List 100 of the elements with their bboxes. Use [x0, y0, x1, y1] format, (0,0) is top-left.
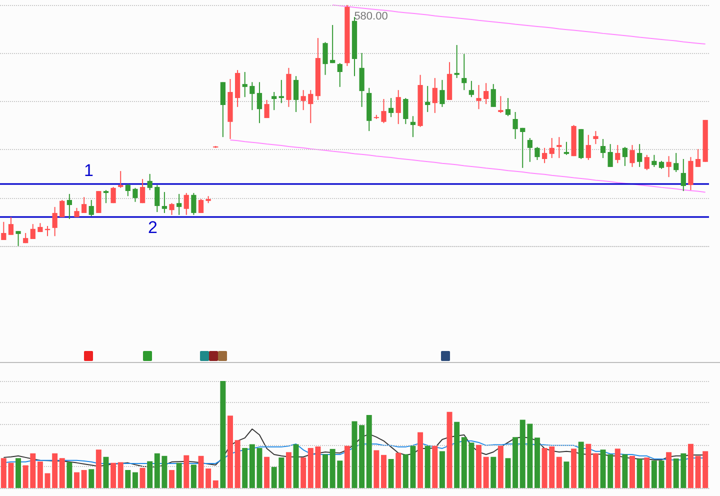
candlestick	[593, 130, 598, 145]
candlestick	[16, 230, 21, 246]
bar	[446, 412, 452, 488]
bar	[498, 446, 504, 488]
candlestick	[615, 144, 620, 164]
bar	[103, 456, 109, 488]
bar	[74, 472, 80, 488]
candlestick	[608, 144, 613, 168]
bar	[622, 454, 628, 488]
candlestick	[272, 92, 277, 111]
candlestick	[490, 84, 496, 108]
candlestick	[30, 224, 36, 240]
bar	[586, 444, 592, 488]
candlestick	[440, 79, 445, 108]
bar	[396, 452, 402, 488]
candlestick	[512, 112, 518, 140]
bar	[190, 464, 196, 488]
candlestick	[337, 62, 342, 88]
candlestick	[630, 144, 635, 168]
candlestick	[278, 79, 284, 104]
candlestick	[132, 187, 138, 202]
bar	[81, 470, 87, 488]
bar	[564, 462, 570, 488]
candlestick	[330, 24, 336, 64]
candlestick	[462, 53, 467, 91]
bar	[388, 459, 394, 488]
bar	[490, 456, 496, 488]
bar	[228, 416, 233, 488]
candlestick	[644, 154, 650, 171]
bar	[59, 458, 65, 488]
bar	[198, 456, 204, 488]
bar	[66, 462, 72, 488]
candlestick	[556, 136, 562, 159]
bar	[483, 456, 489, 488]
bar	[264, 456, 270, 488]
candlestick	[191, 192, 196, 216]
candlestick	[476, 84, 482, 110]
candlestick	[542, 147, 548, 164]
candlestick	[52, 206, 58, 237]
candlestick	[88, 199, 94, 217]
candlestick	[264, 99, 270, 119]
candlestick	[695, 148, 701, 168]
bar	[184, 455, 190, 488]
candlestick	[8, 216, 14, 236]
bar	[614, 448, 620, 488]
bar	[322, 454, 328, 488]
candlestick	[293, 76, 299, 113]
candlestick	[359, 52, 364, 108]
bar	[424, 446, 430, 488]
candlestick	[425, 85, 430, 113]
bar	[592, 453, 598, 488]
candlestick	[484, 82, 489, 105]
candlestick	[564, 141, 570, 156]
candlestick	[140, 178, 146, 204]
bar	[300, 458, 306, 488]
candlestick	[637, 144, 642, 168]
candlestick	[410, 116, 416, 138]
bar	[630, 456, 635, 488]
bar	[454, 422, 460, 488]
candlestick	[468, 80, 474, 98]
candlestick	[600, 138, 606, 159]
bar	[534, 438, 540, 488]
bar	[140, 468, 146, 488]
candlestick	[147, 173, 152, 191]
candlestick	[176, 193, 182, 216]
bar	[418, 432, 424, 488]
candlestick	[60, 199, 65, 218]
candlestick	[432, 78, 438, 114]
candlestick	[396, 90, 401, 125]
bar	[132, 472, 138, 488]
bar	[688, 444, 694, 488]
bar	[352, 421, 358, 488]
bar	[234, 440, 240, 488]
candlestick	[162, 192, 168, 214]
bar	[125, 470, 131, 488]
candlestick	[1, 221, 6, 240]
candlestick	[103, 190, 109, 204]
candlestick	[118, 170, 124, 188]
bar	[359, 425, 365, 488]
annotation: 2	[148, 218, 158, 238]
candlestick	[527, 138, 532, 162]
candlestick	[125, 184, 130, 197]
bar	[476, 444, 482, 488]
bar	[432, 446, 438, 488]
candlestick	[322, 42, 328, 76]
candlestick	[66, 193, 72, 220]
candlestick	[256, 82, 262, 124]
bar	[366, 415, 372, 488]
candlestick	[198, 198, 204, 214]
candlestick	[549, 138, 554, 159]
candlestick	[169, 202, 174, 216]
candlestick	[674, 152, 679, 173]
bar	[374, 450, 380, 488]
annotation: 580.00	[354, 10, 388, 22]
bar	[505, 458, 511, 488]
candlestick	[652, 154, 657, 168]
bar	[147, 461, 153, 488]
candlestick	[680, 158, 686, 192]
bar	[212, 480, 218, 488]
candlestick	[110, 186, 116, 204]
